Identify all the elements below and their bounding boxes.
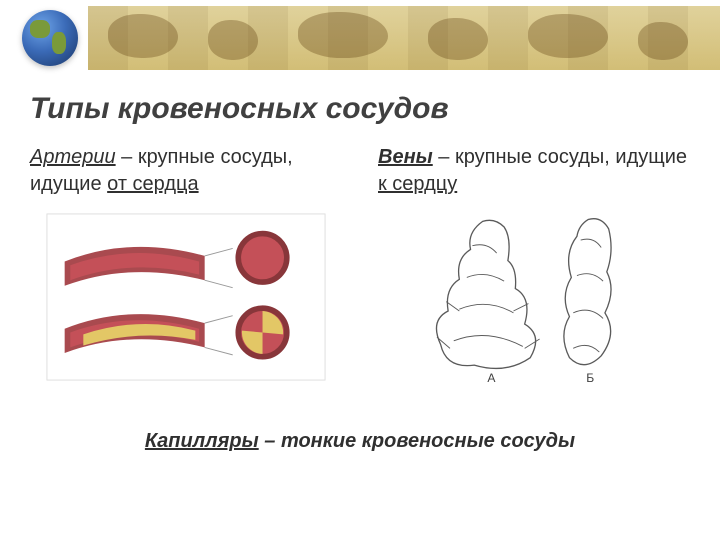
column-arteries: Артерии – крупные сосуды, идущие от серд…: [30, 144, 342, 382]
vein-underline: к сердцу: [378, 173, 457, 195]
capillary-term: Капилляры: [145, 430, 259, 452]
vein-figure: А Б: [378, 212, 690, 382]
vein-text: – крупные сосуды, идущие: [433, 146, 687, 168]
artery-definition: Артерии – крупные сосуды, идущие от серд…: [30, 144, 342, 198]
two-column-layout: Артерии – крупные сосуды, идущие от серд…: [0, 144, 720, 382]
capillary-text: – тонкие кровеносные сосуды: [259, 430, 575, 452]
artery-underline: от сердца: [107, 173, 198, 195]
column-veins: Вены – крупные сосуды, идущие к сердцу А…: [378, 144, 690, 382]
artery-term: Артерии: [30, 146, 116, 168]
vein-svg: А Б: [394, 207, 674, 387]
world-map-strip: [88, 6, 720, 70]
globe-icon: [22, 10, 78, 66]
page-title: Типы кровеносных сосудов: [30, 92, 720, 126]
vein-label-b: Б: [586, 371, 594, 385]
header-band: [0, 0, 720, 76]
artery-svg: [46, 212, 326, 382]
artery-figure: [30, 212, 342, 382]
vein-label-a: А: [487, 371, 496, 385]
capillary-caption: Капилляры – тонкие кровеносные сосуды: [0, 430, 720, 453]
vein-term: Вены: [378, 146, 433, 168]
vein-definition: Вены – крупные сосуды, идущие к сердцу: [378, 144, 690, 198]
